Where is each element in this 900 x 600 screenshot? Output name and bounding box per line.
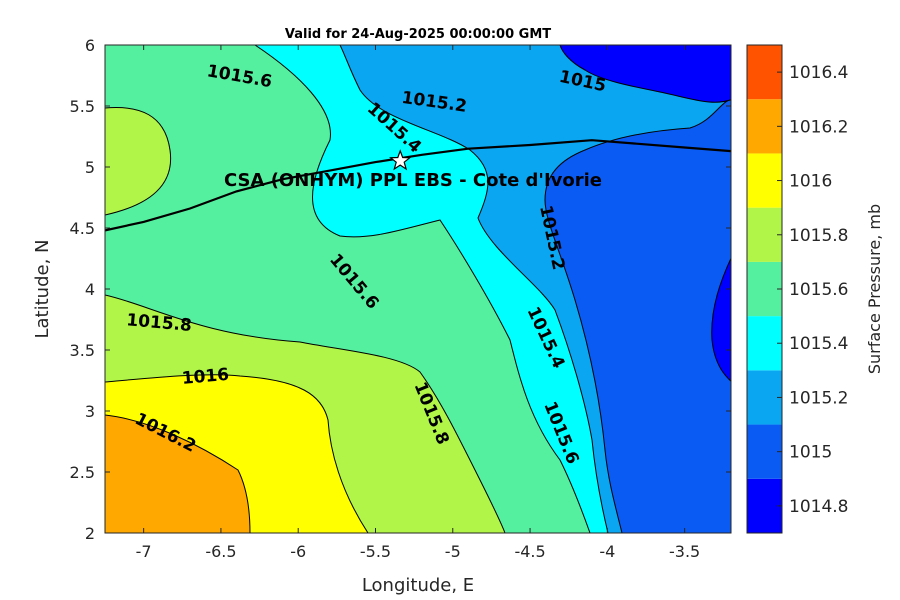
y-tick-label: 2 [85, 524, 95, 543]
colorbar-label: 1015.6 [789, 280, 848, 300]
x-tick-label: -4.5 [514, 542, 545, 561]
colorbar-swatch [747, 45, 782, 100]
x-tick-label: -7 [136, 542, 152, 561]
x-tick-label: -3.5 [669, 542, 700, 561]
colorbar-label: 1016 [789, 172, 832, 192]
site-label: CSA (ONHYM) PPL EBS - Cote d'Ivorie [224, 170, 602, 191]
colorbar-swatch [747, 261, 782, 317]
x-tick-label: -5.5 [360, 542, 391, 561]
site-star-marker [389, 149, 412, 171]
contour-label: 1016 [181, 365, 230, 389]
colorbar-label: 1015.8 [789, 226, 848, 246]
y-tick-label: 2.5 [70, 463, 95, 482]
chart-title: Valid for 24-Aug-2025 00:00:00 GMT [285, 27, 551, 42]
colorbar-swatch [747, 370, 782, 425]
x-tick-label: -5 [445, 542, 461, 561]
band-1015 [544, 45, 731, 533]
x-tick-label: -6 [290, 542, 306, 561]
colorbar-swatch [747, 153, 782, 208]
y-axis-ticks: 2 2.5 3 3.5 4 4.5 5 5.5 6 [70, 36, 731, 543]
colorbar-label: 1016.2 [789, 117, 848, 137]
site-marker-group: CSA (ONHYM) PPL EBS - Cote d'Ivorie [224, 149, 602, 191]
x-axis-ticks: -7 -6.5 -6 -5.5 -5 -4.5 -4 -3.5 [136, 45, 700, 561]
colorbar-swatch [747, 316, 782, 371]
colorbar-title: Surface Pressure, mb [865, 204, 884, 374]
colorbar-swatch [747, 424, 782, 479]
x-tick-label: -6.5 [205, 542, 236, 561]
colorbar-label: 1015 [789, 443, 832, 463]
y-tick-label: 5.5 [70, 97, 95, 116]
y-axis-label: Latitude, N [32, 240, 53, 339]
band-1016-2 [105, 414, 251, 533]
y-tick-label: 3.5 [70, 341, 95, 360]
colorbar-label: 1015.2 [789, 388, 848, 408]
colorbar-label: 1015.4 [789, 334, 848, 354]
colorbar-swatch [747, 99, 782, 154]
y-tick-label: 3 [85, 402, 95, 421]
x-tick-label: -4 [599, 542, 615, 561]
colorbar-label: 1016.4 [789, 63, 848, 83]
colorbar: 1014.8 1015 1015.2 1015.4 1015.6 1015.8 1016 10… [746, 44, 848, 534]
colorbar-swatch [747, 207, 782, 262]
band-1015-8-upper [105, 107, 172, 216]
colorbar-swatch [747, 478, 782, 533]
y-tick-label: 4 [85, 280, 95, 299]
x-axis-label: Longitude, E [362, 575, 474, 596]
y-tick-label: 5 [85, 158, 95, 177]
band-1014-8 [559, 45, 731, 103]
y-tick-label: 6 [85, 36, 95, 55]
y-tick-label: 4.5 [70, 219, 95, 238]
colorbar-label: 1014.8 [789, 497, 848, 517]
contour-fill [105, 45, 731, 533]
